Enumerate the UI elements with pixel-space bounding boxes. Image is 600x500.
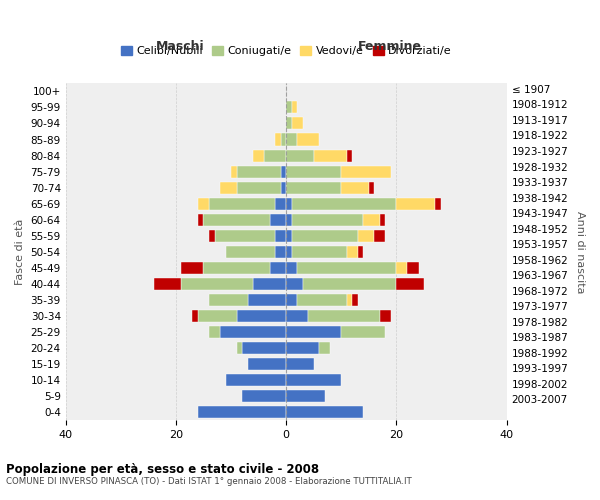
Bar [275, 198, 286, 209]
Bar [380, 310, 391, 322]
Bar [286, 278, 303, 290]
Bar [286, 326, 341, 338]
Bar [286, 134, 297, 145]
Bar [292, 230, 358, 242]
Bar [358, 246, 364, 258]
Bar [297, 134, 319, 145]
Bar [364, 214, 380, 226]
Bar [275, 246, 286, 258]
Bar [242, 342, 286, 354]
Bar [215, 230, 275, 242]
Bar [154, 278, 181, 290]
Bar [193, 310, 198, 322]
Bar [220, 182, 236, 194]
Bar [347, 294, 352, 306]
Bar [286, 294, 297, 306]
Bar [236, 342, 242, 354]
Bar [281, 166, 286, 177]
Text: Maschi: Maschi [155, 40, 205, 52]
Bar [292, 246, 347, 258]
Bar [319, 342, 331, 354]
Y-axis label: Fasce di età: Fasce di età [15, 218, 25, 285]
Bar [220, 326, 286, 338]
Bar [198, 214, 203, 226]
Bar [286, 374, 341, 386]
Bar [226, 374, 286, 386]
Bar [209, 198, 275, 209]
Bar [281, 182, 286, 194]
Bar [203, 262, 269, 274]
Bar [209, 294, 248, 306]
Bar [253, 278, 286, 290]
Bar [198, 406, 286, 418]
Bar [341, 166, 391, 177]
Bar [236, 310, 286, 322]
Bar [248, 294, 286, 306]
Bar [275, 134, 281, 145]
Bar [292, 102, 297, 114]
Bar [236, 182, 281, 194]
Legend: Celibi/Nubili, Coniugati/e, Vedovi/e, Divorziati/e: Celibi/Nubili, Coniugati/e, Vedovi/e, Di… [116, 42, 456, 60]
Bar [303, 278, 397, 290]
Y-axis label: Anni di nascita: Anni di nascita [575, 210, 585, 293]
Bar [286, 214, 292, 226]
Bar [297, 262, 397, 274]
Bar [198, 198, 209, 209]
Bar [275, 230, 286, 242]
Bar [248, 358, 286, 370]
Bar [397, 198, 435, 209]
Bar [286, 342, 319, 354]
Bar [269, 262, 286, 274]
Bar [341, 326, 385, 338]
Bar [308, 310, 380, 322]
Text: COMUNE DI INVERSO PINASCA (TO) - Dati ISTAT 1° gennaio 2008 - Elaborazione TUTTI: COMUNE DI INVERSO PINASCA (TO) - Dati IS… [6, 478, 412, 486]
Bar [209, 326, 220, 338]
Bar [286, 182, 341, 194]
Bar [198, 310, 236, 322]
Text: Femmine: Femmine [358, 40, 422, 52]
Bar [380, 214, 385, 226]
Bar [358, 230, 374, 242]
Bar [286, 246, 292, 258]
Bar [226, 246, 275, 258]
Bar [181, 278, 253, 290]
Bar [397, 262, 407, 274]
Bar [286, 262, 297, 274]
Bar [407, 262, 419, 274]
Bar [286, 390, 325, 402]
Bar [435, 198, 440, 209]
Bar [314, 150, 347, 162]
Bar [341, 182, 369, 194]
Bar [209, 230, 215, 242]
Bar [352, 294, 358, 306]
Bar [286, 198, 292, 209]
Bar [347, 150, 352, 162]
Bar [292, 214, 364, 226]
Bar [286, 118, 292, 130]
Bar [292, 118, 303, 130]
Bar [286, 358, 314, 370]
Bar [253, 150, 264, 162]
Bar [264, 150, 286, 162]
Bar [374, 230, 385, 242]
Bar [286, 310, 308, 322]
Bar [231, 166, 236, 177]
Bar [181, 262, 203, 274]
Bar [286, 230, 292, 242]
Bar [286, 406, 364, 418]
Bar [369, 182, 374, 194]
Bar [236, 166, 281, 177]
Bar [347, 246, 358, 258]
Bar [281, 134, 286, 145]
Bar [269, 214, 286, 226]
Text: Popolazione per età, sesso e stato civile - 2008: Popolazione per età, sesso e stato civil… [6, 462, 319, 475]
Bar [203, 214, 269, 226]
Bar [242, 390, 286, 402]
Bar [297, 294, 347, 306]
Bar [286, 102, 292, 114]
Bar [286, 166, 341, 177]
Bar [397, 278, 424, 290]
Bar [286, 150, 314, 162]
Bar [292, 198, 397, 209]
